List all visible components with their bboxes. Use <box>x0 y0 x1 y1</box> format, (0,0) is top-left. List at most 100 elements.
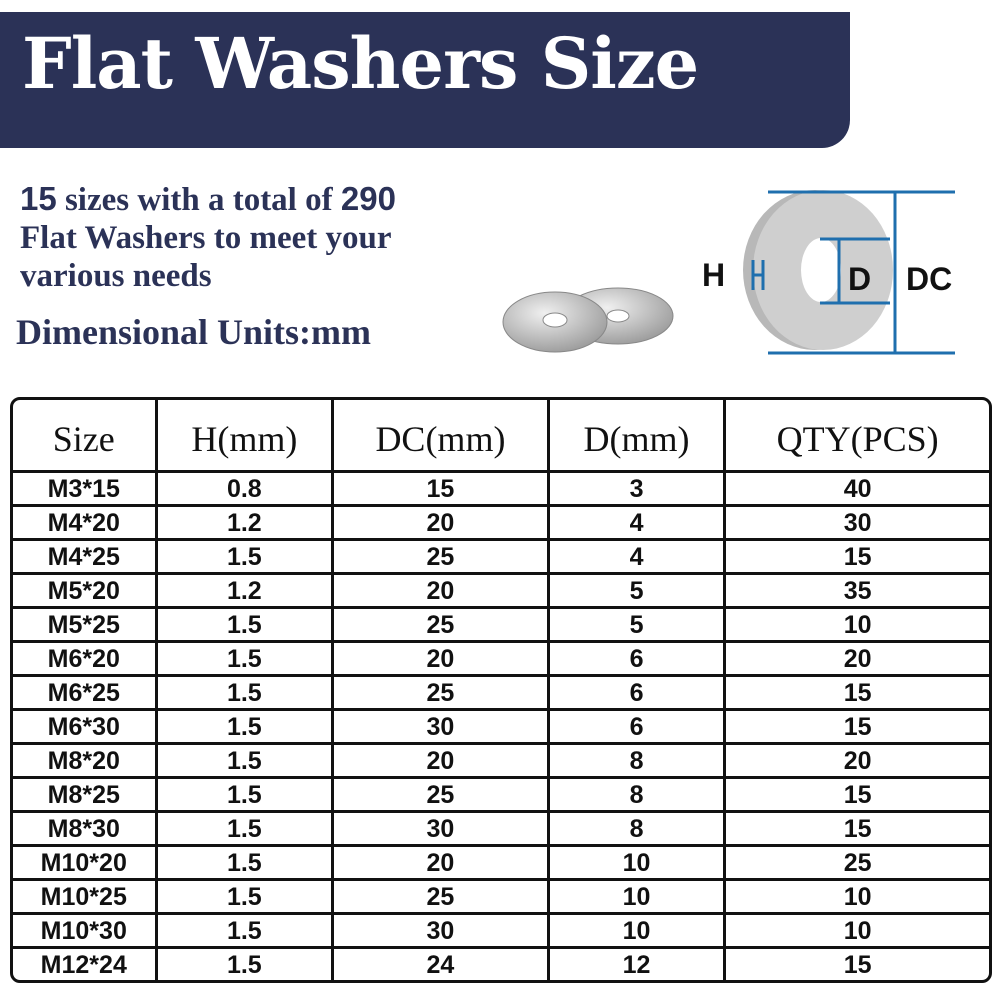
h-label: H <box>702 257 725 293</box>
table-cell: 1.2 <box>157 575 335 609</box>
table-cell: 10 <box>726 915 989 949</box>
table-row: M10*20 1.5 20 10 25 <box>13 847 989 881</box>
table-cell: 1.5 <box>157 609 335 643</box>
table-cell: 30 <box>334 915 550 949</box>
table-cell: 15 <box>726 677 989 711</box>
table-row: M5*25 1.5 25 5 10 <box>13 609 989 643</box>
table-cell: 20 <box>334 847 550 881</box>
table-cell: M3*15 <box>13 473 158 507</box>
column-header: H(mm) <box>157 400 335 473</box>
table-header-row: Size H(mm) DC(mm) D(mm) QTY(PCS) <box>13 400 989 473</box>
table-cell: 15 <box>843 950 872 979</box>
table-cell: 1.5 <box>158 949 335 980</box>
page-title: Flat Washers Size <box>22 22 699 105</box>
table-cell: M8*25 <box>13 779 158 813</box>
table-cell: 10 <box>549 915 727 949</box>
table-cell: 1.5 <box>157 541 335 575</box>
size-count: 15 <box>20 180 57 217</box>
table-cell: 24 <box>334 949 550 980</box>
table-cell: 10 <box>549 881 727 915</box>
column-header: Size <box>13 400 158 473</box>
table-cell: M10*30 <box>13 915 158 949</box>
table-cell: 8 <box>549 813 727 847</box>
table-cell: 8 <box>549 745 727 779</box>
table-row: M6*25 1.5 25 6 15 <box>13 677 989 711</box>
table-cell: 1.5 <box>157 643 335 677</box>
table-cell: 1.2 <box>157 507 335 541</box>
table-cell: 0.8 <box>157 473 335 507</box>
table-cell: 4 <box>549 541 727 575</box>
table-row: M4*25 1.5 25 4 15 <box>13 541 989 575</box>
table-cell: 1.5 <box>157 677 335 711</box>
table-cell: 3 <box>549 473 727 507</box>
table-cell: M6*25 <box>13 677 158 711</box>
table-cell: M6*20 <box>13 643 158 677</box>
table-cell: M4*25 <box>13 541 158 575</box>
table-cell: 12 <box>550 949 727 980</box>
table-cell: 20 <box>334 643 550 677</box>
table-cell: 10 <box>726 881 989 915</box>
table-cell: 30 <box>334 711 550 745</box>
intro-line-3: various needs <box>20 258 212 294</box>
table-cell: 35 <box>726 575 989 609</box>
units-label: Dimensional Units:mm <box>16 312 372 352</box>
washers-photo <box>502 287 674 353</box>
table-cell: 1.5 <box>157 745 335 779</box>
column-header: DC(mm) <box>334 400 550 473</box>
table-cell: 15 <box>334 473 550 507</box>
size-table: Size H(mm) DC(mm) D(mm) QTY(PCS) M3*15 0.8 15 3… <box>10 397 992 983</box>
table-cell: 1.5 <box>157 847 335 881</box>
table-cell: 15 <box>726 711 989 745</box>
table-row: M3*15 0.8 15 3 40 <box>13 473 989 507</box>
table-cell: 25 <box>334 677 550 711</box>
table-cell: M5*25 <box>13 609 158 643</box>
table-cell: 1.5 <box>157 711 335 745</box>
table-row: M6*30 1.5 30 6 15 <box>13 711 989 745</box>
table-cell: 20 <box>726 643 989 677</box>
table-cell: 30 <box>334 813 550 847</box>
table-cell: 15 <box>726 541 989 575</box>
table-cell: 6 <box>549 643 727 677</box>
table-cell: 6 <box>549 677 727 711</box>
table-row: M8*30 1.5 30 8 15 <box>13 813 989 847</box>
table-cell: 1.5 <box>157 915 335 949</box>
table-cell: M10*20 <box>13 847 158 881</box>
table-cell: 15 <box>726 813 989 847</box>
table-row: M8*20 1.5 20 8 20 <box>13 745 989 779</box>
table-cell: 25 <box>334 541 550 575</box>
table-cell: M8*20 <box>13 745 158 779</box>
table-cell: 15 <box>726 779 989 813</box>
table-cell: 25 <box>334 881 550 915</box>
table-cell: M10*25 <box>13 881 158 915</box>
intro-text: 15 sizes with a total of 290 Flat Washer… <box>20 180 396 295</box>
table-cell: 20 <box>334 575 550 609</box>
dimension-diagram: H D DC <box>702 190 955 355</box>
table-cell: 5 <box>549 575 727 609</box>
table-cell: 20 <box>334 745 550 779</box>
table-row: M4*20 1.2 20 4 30 <box>13 507 989 541</box>
intro-line-1: sizes with a total of <box>56 182 341 218</box>
table-cell: 20 <box>726 745 989 779</box>
table-cell: 25 <box>334 609 550 643</box>
table-cell: 30 <box>726 507 989 541</box>
table-cell: M12*24 <box>13 949 158 980</box>
table-cell: 10 <box>726 609 989 643</box>
table-row: M6*20 1.5 20 6 20 <box>13 643 989 677</box>
table-cell: 40 <box>726 473 989 507</box>
table-cell: 25 <box>726 847 989 881</box>
intro-line-2: Flat Washers to meet your <box>20 220 392 256</box>
table-cell: M5*20 <box>13 575 158 609</box>
table-row: M12*24 1.5 24 12 15 <box>13 949 989 980</box>
table-row: M10*25 1.5 25 10 10 <box>13 881 989 915</box>
table-cell: 25 <box>334 779 550 813</box>
table-cell: 20 <box>334 507 550 541</box>
table-cell: 10 <box>549 847 727 881</box>
column-header: D(mm) <box>549 400 727 473</box>
table-cell: M4*20 <box>13 507 158 541</box>
table-cell: 1.5 <box>157 813 335 847</box>
table-cell: 8 <box>549 779 727 813</box>
dc-label: DC <box>906 261 952 297</box>
total-count: 290 <box>340 180 396 217</box>
table-row: M5*20 1.2 20 5 35 <box>13 575 989 609</box>
table-cell: 1.5 <box>157 779 335 813</box>
